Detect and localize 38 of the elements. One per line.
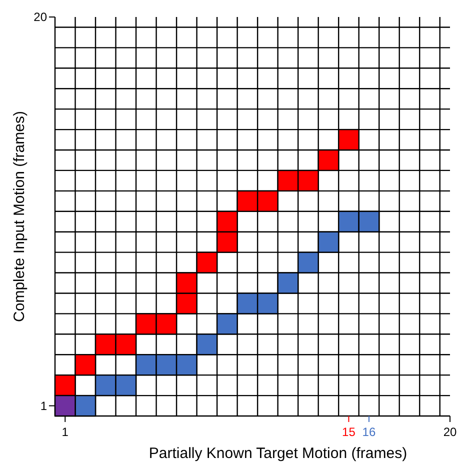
point xyxy=(318,149,340,172)
point xyxy=(256,190,278,212)
point xyxy=(156,313,178,335)
point xyxy=(297,252,319,274)
x-axis-title: Partially Known Target Motion (frames) xyxy=(148,445,408,462)
x-tick-label: 1 xyxy=(62,425,69,439)
point xyxy=(236,292,258,314)
y-axis-title: Complete Input Motion (frames) xyxy=(11,111,28,322)
x-tick-label: 20 xyxy=(443,425,457,439)
point xyxy=(54,374,76,396)
point xyxy=(135,313,157,335)
point xyxy=(176,292,198,314)
point xyxy=(196,334,218,356)
point xyxy=(94,374,116,396)
point xyxy=(74,354,96,376)
point xyxy=(297,170,319,192)
point xyxy=(358,210,380,232)
point xyxy=(94,334,116,356)
point xyxy=(54,394,76,417)
point xyxy=(338,210,360,232)
point xyxy=(256,292,278,314)
point xyxy=(135,354,157,376)
point xyxy=(115,374,137,396)
point xyxy=(176,272,198,294)
x-tick-label: 15 xyxy=(342,425,356,439)
point xyxy=(216,231,238,253)
point xyxy=(216,313,238,335)
point xyxy=(216,210,238,232)
point xyxy=(236,190,258,212)
x-tick-label: 16 xyxy=(362,425,376,439)
point xyxy=(196,252,218,274)
point xyxy=(156,354,178,376)
point xyxy=(176,354,198,376)
point xyxy=(277,170,299,192)
point xyxy=(318,231,340,253)
point xyxy=(115,334,137,356)
point xyxy=(277,272,299,294)
point xyxy=(338,128,360,151)
